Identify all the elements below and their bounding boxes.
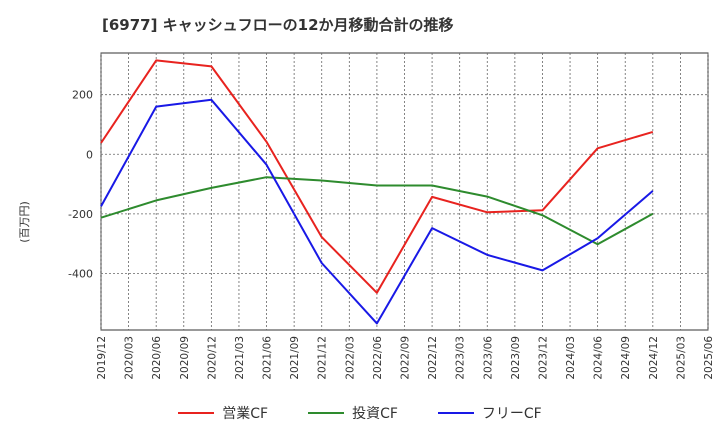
x-tick-label: 2021/12 xyxy=(317,336,329,380)
y-tick-label: -200 xyxy=(68,208,93,221)
x-tick-label: 2020/09 xyxy=(179,336,191,380)
x-tick-label: 2024/03 xyxy=(565,336,577,380)
x-tick-label: 2021/06 xyxy=(262,336,274,380)
legend-swatch-operating-cf xyxy=(178,412,215,414)
legend-item-investing-cf: 投資CF xyxy=(308,403,398,423)
x-tick-label: 2024/09 xyxy=(620,336,632,380)
x-tick-label: 2022/09 xyxy=(400,336,412,380)
y-tick-label: 0 xyxy=(86,148,93,161)
x-tick-label: 2022/03 xyxy=(344,336,356,380)
x-tick-label: 2021/03 xyxy=(234,336,246,380)
x-tick-label: 2023/12 xyxy=(537,336,549,380)
x-tick-label: 2023/03 xyxy=(455,336,467,380)
x-tick-label: 2021/09 xyxy=(289,336,301,380)
x-tick-label: 2025/06 xyxy=(703,336,715,380)
legend-label-free-cf: フリーCF xyxy=(481,406,542,422)
x-tick-label: 2019/12 xyxy=(96,336,108,380)
chart-title: [6977] キャッシュフローの12か月移動合計の推移 xyxy=(102,16,454,34)
legend-label-operating-cf: 営業CF xyxy=(222,406,269,422)
x-tick-label: 2020/03 xyxy=(124,336,136,380)
series-line-free-cf xyxy=(100,98,654,325)
y-tick-label: 200 xyxy=(72,89,93,102)
x-tick-label: 2024/06 xyxy=(593,336,605,380)
series-line-investing-cf xyxy=(100,176,654,246)
legend-swatch-free-cf xyxy=(437,412,474,414)
plot-area xyxy=(100,52,709,331)
x-tick-label: 2023/06 xyxy=(482,336,494,380)
x-tick-label: 2020/06 xyxy=(151,336,163,380)
x-tick-label: 2023/09 xyxy=(510,336,522,380)
x-tick-label: 2025/03 xyxy=(675,336,687,380)
legend-item-operating-cf: 営業CF xyxy=(178,403,268,423)
x-tick-label: 2022/12 xyxy=(427,336,439,380)
legend-label-investing-cf: 投資CF xyxy=(352,406,398,422)
legend-swatch-investing-cf xyxy=(308,412,345,414)
x-tick-label: 2024/12 xyxy=(648,336,660,380)
series-line-operating-cf xyxy=(100,59,654,294)
x-tick-label: 2020/12 xyxy=(206,336,218,380)
x-tick-label: 2022/06 xyxy=(372,336,384,380)
legend-item-free-cf: フリーCF xyxy=(437,403,542,423)
y-tick-label: -400 xyxy=(68,267,93,280)
legend: 営業CF 投資CF フリーCF xyxy=(0,403,720,423)
